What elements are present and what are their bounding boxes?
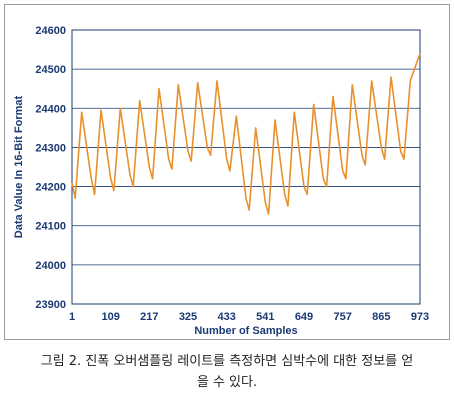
x-axis-title: Number of Samples (194, 325, 297, 337)
x-tick-label: 433 (217, 311, 235, 323)
x-tick-label: 757 (333, 311, 351, 323)
y-axis-ticks: 24600 24500 24400 24300 24200 24100 24000 23900 (35, 25, 66, 311)
y-tick-label: 24200 (35, 182, 66, 194)
caption-line-2: 을 수 있다. (196, 375, 258, 390)
plot-area (71, 29, 421, 305)
series-line (71, 53, 421, 215)
y-tick-label: 24500 (35, 64, 66, 76)
x-tick-label: 325 (179, 311, 197, 323)
y-tick-label: 24000 (35, 260, 66, 272)
x-axis-ticks: 1 109 217 325 433 541 649 757 865 973 (69, 311, 429, 323)
caption-line-1: 그림 2. 진폭 오버샘플링 레이트를 측정하면 심박수에 대한 정보를 얻 (40, 354, 414, 369)
x-tick-label: 649 (295, 311, 313, 323)
x-tick-label: 1 (69, 311, 75, 323)
x-tick-label: 541 (256, 311, 274, 323)
y-tick-label: 24400 (35, 103, 66, 115)
chart-frame (4, 4, 450, 340)
y-tick-label: 23900 (35, 299, 66, 311)
x-tick-label: 109 (101, 311, 119, 323)
y-tick-label: 24600 (35, 25, 66, 37)
x-tick-label: 217 (140, 311, 158, 323)
y-axis-title: Data Value In 16-Bit Format (13, 95, 25, 238)
figure-caption: 그림 2. 진폭 오버샘플링 레이트를 측정하면 심박수에 대한 정보를 얻 을… (0, 351, 454, 393)
x-tick-label: 865 (372, 311, 390, 323)
x-tick-label: 973 (411, 311, 429, 323)
y-tick-label: 24100 (35, 221, 66, 233)
grid-lines (72, 29, 420, 305)
y-tick-label: 24300 (35, 142, 66, 154)
chart: 24600 24500 24400 24300 24200 24100 24000 23900… (13, 25, 429, 337)
